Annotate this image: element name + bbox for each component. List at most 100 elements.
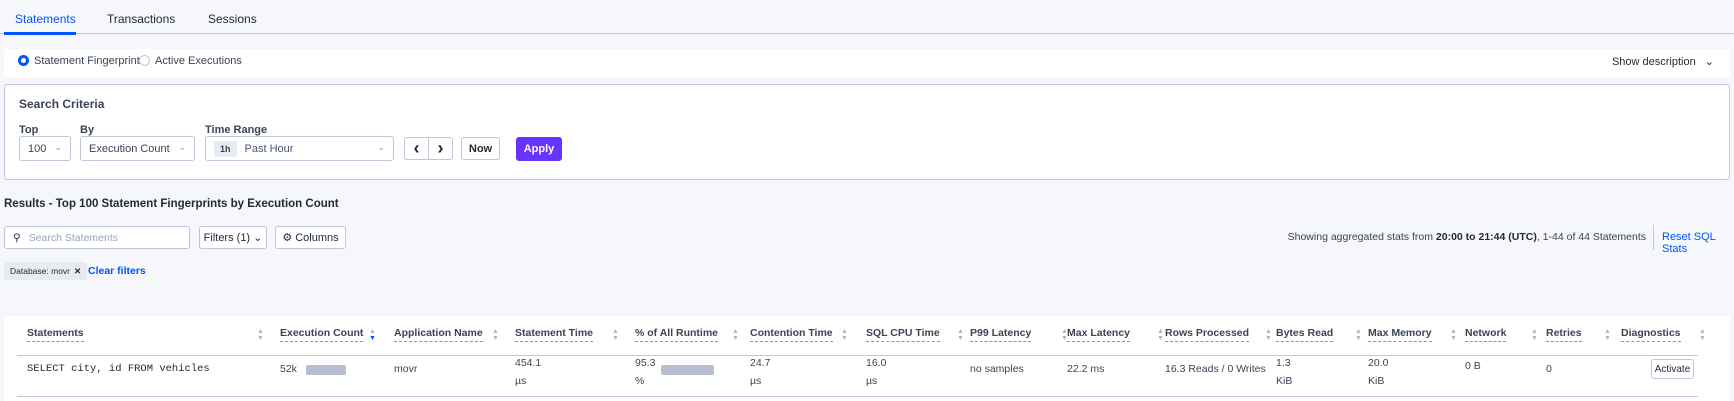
- tab-divider: [0, 33, 1734, 34]
- column-header-max-memory[interactable]: Max Memory: [1368, 327, 1432, 342]
- by-select[interactable]: Execution Count ⌄: [80, 136, 195, 161]
- radio-label-fingerprints[interactable]: Statement Fingerprints: [34, 55, 146, 67]
- column-header-contention-time[interactable]: Contention Time: [750, 327, 833, 342]
- next-time-button[interactable]: ›: [428, 137, 453, 160]
- results-title: Results - Top 100 Statement Fingerprints…: [4, 198, 339, 210]
- sort-icon[interactable]: ▲ ▼: [492, 328, 499, 342]
- aggregation-status: Showing aggregated stats from 20:00 to 2…: [1288, 231, 1646, 243]
- column-header-execution-count[interactable]: Execution Count: [280, 327, 364, 342]
- sort-icon[interactable]: ▲ ▼: [257, 328, 264, 342]
- contention-time: 24.7: [750, 357, 771, 369]
- now-button[interactable]: Now: [461, 137, 500, 160]
- show-description-toggle[interactable]: Show description ⌄: [1612, 55, 1714, 68]
- sort-icon[interactable]: ▲ ▼: [841, 328, 848, 342]
- sql-cpu-time: 16.0: [866, 357, 887, 369]
- sort-icon[interactable]: ▲ ▼: [1061, 328, 1068, 342]
- column-header-application-name[interactable]: Application Name: [394, 327, 483, 342]
- statement-time-unit: µs: [515, 375, 527, 387]
- time-range-label: Time Range: [205, 124, 268, 136]
- divider: [1653, 225, 1654, 250]
- tab-statements[interactable]: Statements: [15, 12, 76, 26]
- column-header-statements[interactable]: Statements: [27, 327, 84, 342]
- apply-button[interactable]: Apply: [516, 137, 562, 161]
- execution-count-bar: [306, 365, 346, 375]
- column-header-bytes-read[interactable]: Bytes Read: [1276, 327, 1334, 342]
- sort-icon[interactable]: ▲ ▼: [369, 328, 376, 342]
- prev-time-button[interactable]: ‹: [404, 137, 429, 160]
- status-prefix: Showing aggregated stats from: [1287, 231, 1436, 243]
- column-header-statement-time[interactable]: Statement Time: [515, 327, 593, 342]
- time-range-select[interactable]: 1h Past Hour ⌄: [205, 136, 394, 161]
- statement-text[interactable]: SELECT city, id FROM vehicles: [27, 363, 210, 375]
- sort-icon[interactable]: ▲ ▼: [612, 328, 619, 342]
- max-memory: 20.0: [1368, 357, 1389, 369]
- sort-icon[interactable]: ▲ ▼: [1265, 328, 1272, 342]
- clear-filters-link[interactable]: Clear filters: [88, 265, 146, 277]
- sort-icon[interactable]: ▲ ▼: [1450, 328, 1457, 342]
- activate-diagnostics-button[interactable]: Activate: [1651, 359, 1694, 379]
- sort-icon[interactable]: ▲ ▼: [1604, 328, 1611, 342]
- columns-button[interactable]: ⚙ Columns: [275, 226, 346, 249]
- column-header-sql-cpu-time[interactable]: SQL CPU Time: [866, 327, 940, 342]
- chevron-down-icon: ⌄: [178, 142, 186, 152]
- active-tab-indicator: [4, 32, 76, 35]
- sort-icon[interactable]: ▲ ▼: [1157, 328, 1164, 342]
- statements-table: [4, 316, 1730, 401]
- filter-chip: Database: movr ✕: [4, 262, 88, 280]
- column-header-p99-latency[interactable]: P99 Latency: [970, 327, 1032, 342]
- chevron-down-icon: ⌄: [54, 142, 62, 152]
- max-memory-unit: KiB: [1368, 375, 1385, 387]
- pct-runtime-unit: %: [635, 375, 645, 387]
- search-criteria-title: Search Criteria: [19, 97, 105, 111]
- bytes-read-unit: KiB: [1276, 375, 1293, 387]
- tab-sessions[interactable]: Sessions: [208, 12, 257, 26]
- contention-time-unit: µs: [750, 375, 762, 387]
- sort-icon[interactable]: ▲ ▼: [1531, 328, 1538, 342]
- retries: 0: [1546, 363, 1552, 375]
- sql-cpu-time-unit: µs: [866, 375, 878, 387]
- chevron-down-icon: ⌄: [253, 232, 263, 244]
- top-label: Top: [19, 124, 39, 136]
- column-header-retries[interactable]: Retries: [1546, 327, 1582, 342]
- pct-runtime: 95.3: [635, 357, 656, 369]
- statement-time: 454.1: [515, 357, 542, 369]
- filters-button[interactable]: Filters (1) ⌄: [199, 226, 267, 249]
- column-header-rows-processed[interactable]: Rows Processed: [1165, 327, 1250, 342]
- gear-icon: ⚙: [282, 232, 293, 244]
- status-range: 20:00 to 21:44 (UTC): [1435, 231, 1537, 243]
- search-placeholder: Search Statements: [28, 231, 118, 244]
- column-header-diagnostics[interactable]: Diagnostics: [1621, 327, 1681, 342]
- by-label: By: [80, 124, 95, 136]
- execution-count: 52k: [280, 363, 297, 375]
- bytes-read: 1.3: [1276, 357, 1291, 369]
- sort-icon[interactable]: ▲ ▼: [957, 328, 964, 342]
- sort-icon[interactable]: ▲ ▼: [1699, 328, 1706, 342]
- top-value: 100: [28, 142, 47, 155]
- p99-latency: no samples: [970, 363, 1024, 375]
- time-badge: 1h: [214, 140, 237, 157]
- row-divider: [17, 396, 1698, 397]
- network: 0 B: [1465, 360, 1481, 372]
- reset-sql-stats-link[interactable]: Reset SQL Stats: [1662, 231, 1716, 255]
- view-toggle-panel: Statement Fingerprints Active Executions…: [4, 49, 1730, 77]
- show-description-label: Show description: [1611, 56, 1696, 68]
- chip-label: Database: movr: [10, 266, 70, 276]
- radio-label-active[interactable]: Active Executions: [155, 55, 242, 67]
- chevron-down-icon: ⌄: [1704, 56, 1714, 68]
- header-divider: [17, 355, 1698, 356]
- radio-statement-fingerprints[interactable]: [18, 55, 29, 66]
- rows-processed: 16.3 Reads / 0 Writes: [1165, 363, 1266, 375]
- tab-transactions[interactable]: Transactions: [107, 12, 176, 26]
- close-icon[interactable]: ✕: [74, 265, 82, 276]
- column-header-pct-runtime[interactable]: % of All Runtime: [635, 327, 719, 342]
- top-select[interactable]: 100 ⌄: [19, 136, 71, 161]
- column-header-max-latency[interactable]: Max Latency: [1067, 327, 1131, 342]
- sort-icon[interactable]: ▲ ▼: [1355, 328, 1362, 342]
- column-header-network[interactable]: Network: [1465, 327, 1507, 342]
- sort-icon[interactable]: ▲ ▼: [732, 328, 739, 342]
- radio-active-executions[interactable]: [139, 55, 150, 66]
- by-value: Execution Count: [89, 142, 170, 155]
- chevron-down-icon: ⌄: [377, 142, 385, 152]
- search-input[interactable]: ⚲ Search Statements: [4, 226, 190, 249]
- status-suffix: , 1-44 of 44 Statements: [1536, 231, 1646, 243]
